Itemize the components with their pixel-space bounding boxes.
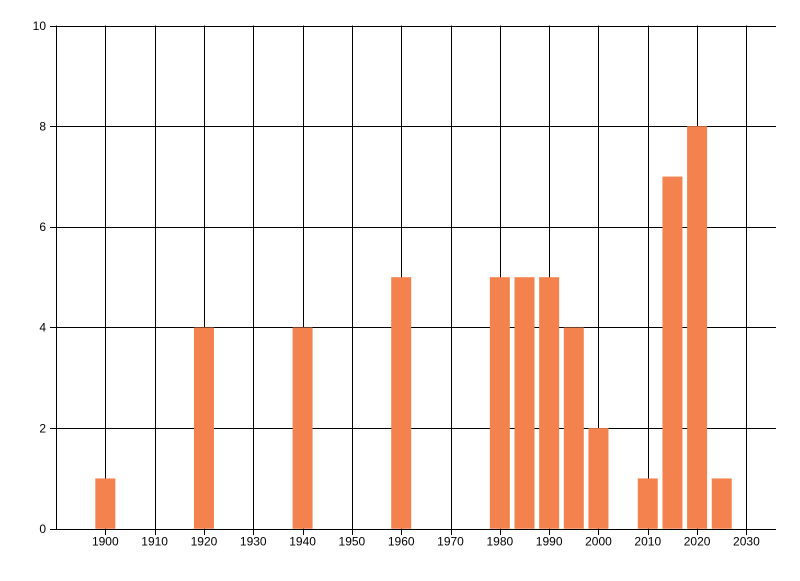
svg-text:1920: 1920: [191, 534, 218, 548]
svg-text:1990: 1990: [536, 534, 563, 548]
svg-text:1960: 1960: [388, 534, 415, 548]
svg-text:1930: 1930: [240, 534, 267, 548]
svg-text:2020: 2020: [684, 534, 711, 548]
svg-text:1910: 1910: [141, 534, 168, 548]
svg-text:2030: 2030: [733, 534, 760, 548]
svg-text:2010: 2010: [634, 534, 661, 548]
svg-text:6: 6: [39, 220, 46, 234]
svg-text:2: 2: [39, 421, 46, 435]
svg-text:0: 0: [39, 522, 46, 536]
svg-text:4: 4: [39, 321, 46, 335]
svg-text:1980: 1980: [486, 534, 513, 548]
svg-text:1900: 1900: [92, 534, 119, 548]
svg-text:1940: 1940: [289, 534, 316, 548]
svg-text:8: 8: [39, 119, 46, 133]
svg-text:1950: 1950: [339, 534, 366, 548]
svg-text:10: 10: [33, 19, 47, 33]
svg-text:2000: 2000: [585, 534, 612, 548]
svg-text:1970: 1970: [437, 534, 464, 548]
